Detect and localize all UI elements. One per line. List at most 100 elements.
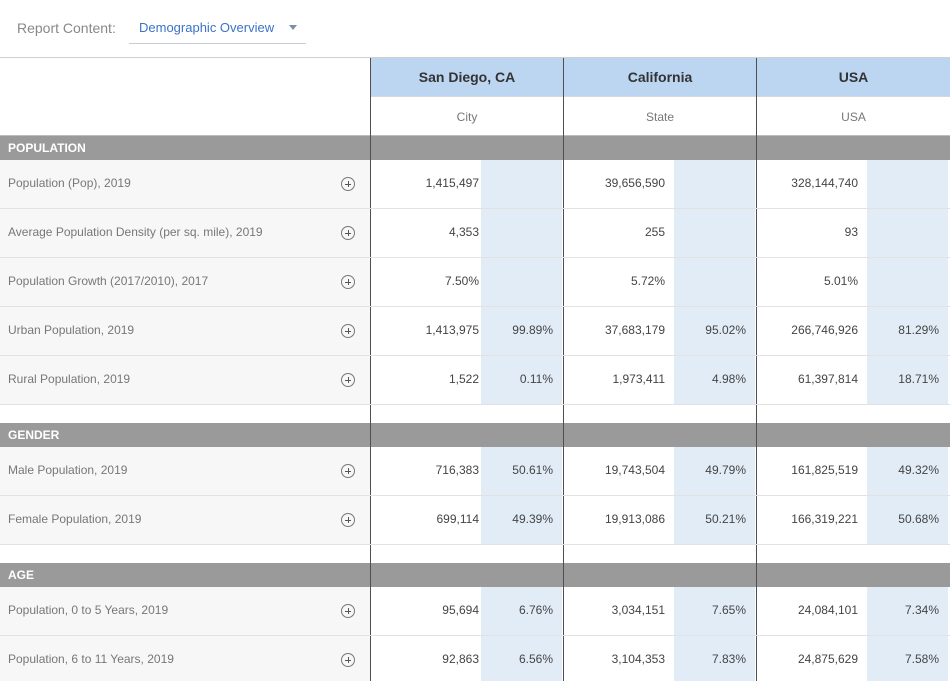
value-cell: 161,825,519 (791, 463, 858, 477)
row-label: Population (Pop), 2019 (8, 176, 131, 190)
value-cell: 24,084,101 (797, 603, 858, 617)
table-row: Rural Population, 2019 1,522 0.11% 1,973,41… (0, 356, 950, 405)
header-divider (0, 135, 950, 136)
report-content-value: Demographic Overview (139, 20, 275, 35)
percent-cell: 6.56% (518, 652, 553, 666)
percent-column-shade (481, 587, 562, 681)
table-row: Population, 0 to 5 Years, 2019 95,694 6.76… (0, 587, 950, 636)
value-cell: 92,863 (442, 652, 479, 666)
row-header: Female Population, 2019 (0, 496, 370, 544)
section-title: AGE (8, 568, 35, 582)
expand-plus-icon[interactable] (341, 373, 355, 387)
table-row: Male Population, 2019 716,383 50.61% 19,743… (0, 447, 950, 496)
row-header: Urban Population, 2019 (0, 307, 370, 355)
column-header-country: USA (757, 58, 950, 96)
section-divider (563, 136, 564, 160)
value-cell: 328,144,740 (791, 176, 858, 190)
value-cell: 5.01% (823, 274, 858, 288)
value-cell: 19,913,086 (604, 512, 665, 526)
row-header: Population Growth (2017/2010), 2017 (0, 258, 370, 306)
row-header: Population, 6 to 11 Years, 2019 (0, 636, 370, 681)
expand-plus-icon[interactable] (341, 513, 355, 527)
percent-cell: 7.58% (904, 652, 939, 666)
section-header: POPULATION (0, 136, 950, 160)
table-row: Population Growth (2017/2010), 2017 7.50%… (0, 258, 950, 307)
value-cell: 1,522 (448, 372, 479, 386)
column-header-state: California (564, 58, 756, 96)
report-content-dropdown[interactable]: Demographic Overview (129, 10, 306, 44)
row-label: Average Population Density (per sq. mile… (8, 225, 263, 239)
value-cell: 1,973,411 (612, 372, 666, 386)
report-content-label: Report Content: (17, 20, 116, 36)
row-header: Population, 0 to 5 Years, 2019 (0, 587, 370, 635)
expand-plus-icon[interactable] (341, 275, 355, 289)
section-header: AGE (0, 563, 950, 587)
percent-column-shade (867, 160, 948, 404)
percent-column-shade (867, 587, 948, 681)
percent-cell: 0.11% (519, 372, 553, 386)
data-table: San Diego, CA California USA City State … (0, 57, 950, 681)
table-row: Population, 6 to 11 Years, 2019 92,863 6.5… (0, 636, 950, 681)
percent-column-shade (674, 160, 755, 404)
percent-cell: 50.61% (512, 463, 553, 477)
section-divider (563, 423, 564, 447)
expand-plus-icon[interactable] (341, 653, 355, 667)
value-cell: 7.50% (444, 274, 479, 288)
row-label: Female Population, 2019 (8, 512, 142, 526)
percent-column-shade (481, 160, 562, 404)
value-cell: 255 (644, 225, 665, 239)
section-header: GENDER (0, 423, 950, 447)
row-label: Population, 6 to 11 Years, 2019 (8, 652, 174, 666)
section-divider (370, 136, 371, 160)
value-cell: 716,383 (435, 463, 479, 477)
percent-cell: 7.83% (711, 652, 746, 666)
column-divider (370, 58, 371, 681)
column-subheader-country: USA (757, 96, 950, 136)
percent-cell: 18.71% (898, 372, 939, 386)
section-divider (370, 563, 371, 587)
section-divider (563, 563, 564, 587)
percent-cell: 7.34% (904, 603, 939, 617)
expand-plus-icon[interactable] (341, 226, 355, 240)
row-label: Urban Population, 2019 (8, 323, 135, 337)
section-divider (756, 136, 757, 160)
value-cell: 266,746,926 (791, 323, 858, 337)
value-cell: 19,743,504 (604, 463, 665, 477)
table-row: Urban Population, 2019 1,413,975 99.89% 37,… (0, 307, 950, 356)
percent-cell: 49.32% (898, 463, 939, 477)
column-header-city: San Diego, CA (371, 58, 563, 96)
value-cell: 3,104,353 (611, 652, 665, 666)
expand-plus-icon[interactable] (341, 604, 355, 618)
expand-plus-icon[interactable] (341, 464, 355, 478)
section-title: GENDER (8, 428, 60, 442)
percent-column-shade (674, 587, 755, 681)
section-divider (756, 563, 757, 587)
percent-cell: 50.21% (705, 512, 746, 526)
value-cell: 93 (844, 225, 858, 239)
table-row: Female Population, 2019 699,114 49.39% 19,9… (0, 496, 950, 545)
value-cell: 1,413,975 (425, 323, 479, 337)
section-title: POPULATION (8, 141, 86, 155)
row-header: Average Population Density (per sq. mile… (0, 209, 370, 257)
column-divider (563, 58, 564, 681)
value-cell: 4,353 (448, 225, 479, 239)
percent-cell: 49.79% (705, 463, 746, 477)
value-cell: 39,656,590 (604, 176, 665, 190)
row-label: Population, 0 to 5 Years, 2019 (8, 603, 169, 617)
row-label: Population Growth (2017/2010), 2017 (8, 274, 209, 288)
row-header: Population (Pop), 2019 (0, 160, 370, 208)
expand-plus-icon[interactable] (341, 324, 355, 338)
row-header: Rural Population, 2019 (0, 356, 370, 404)
value-cell: 166,319,221 (791, 512, 858, 526)
value-cell: 61,397,814 (797, 372, 858, 386)
percent-cell: 81.29% (898, 323, 939, 337)
column-divider (756, 58, 757, 681)
value-cell: 37,683,179 (604, 323, 665, 337)
expand-plus-icon[interactable] (341, 177, 355, 191)
percent-cell: 4.98% (711, 372, 746, 386)
chevron-down-icon (289, 25, 297, 30)
percent-cell: 50.68% (898, 512, 939, 526)
row-header: Male Population, 2019 (0, 447, 370, 495)
value-cell: 699,114 (436, 512, 480, 526)
percent-cell: 95.02% (705, 323, 746, 337)
